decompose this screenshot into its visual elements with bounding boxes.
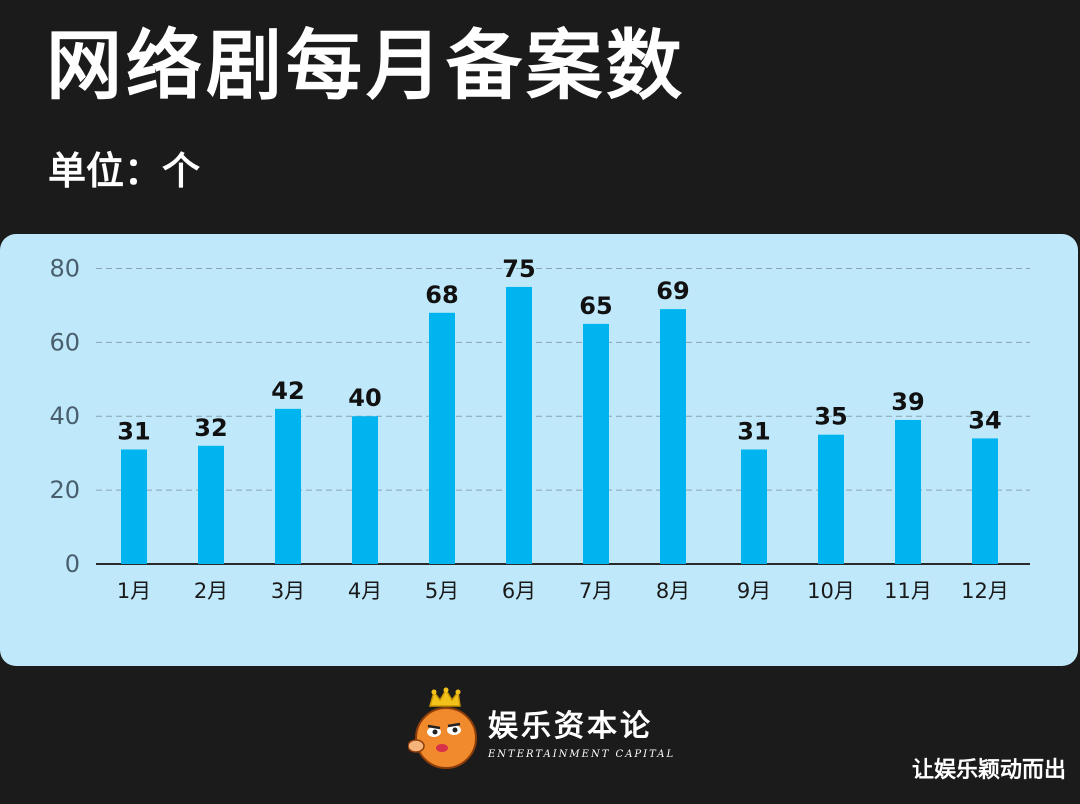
crowned-mascot-logo-icon [408, 687, 477, 769]
chart-panel: 0 20 40 60 80 31 1月 32 2月 42 3月 40 4月 68 5月 75 6月 65 7月 69 8… [0, 234, 1078, 666]
x-tick-label: 10月 [807, 579, 855, 603]
x-tick-label: 4月 [348, 579, 382, 603]
data-label: 69 [656, 277, 689, 305]
data-label: 34 [968, 406, 1001, 434]
bar [198, 445, 224, 564]
data-label: 75 [502, 255, 535, 283]
y-tick-label: 80 [49, 254, 80, 282]
brand-logo-block: 娱乐资本论 ENTERTAINMENT CAPITAL [408, 686, 678, 776]
data-label: 68 [425, 281, 458, 309]
y-tick-label: 60 [49, 328, 80, 356]
bar [895, 419, 921, 564]
source-caption: 让娱乐颖动而出 [911, 758, 1066, 783]
brand-english-name: ENTERTAINMENT CAPITAL [488, 749, 676, 760]
bar [121, 449, 147, 564]
data-label: 31 [737, 417, 770, 445]
bar [506, 286, 532, 564]
x-tick-label: 7月 [579, 579, 613, 603]
x-tick-label: 2月 [194, 579, 228, 603]
unit-label: 单位：个 [48, 149, 201, 193]
x-tick-label: 9月 [737, 579, 771, 603]
bar [352, 416, 378, 564]
data-label: 39 [891, 388, 924, 416]
brand-name: 娱乐资本论 [488, 709, 653, 744]
bar [275, 408, 301, 564]
y-tick-label: 40 [49, 402, 80, 430]
x-tick-label: 3月 [271, 579, 305, 603]
bar-chart: 0 20 40 60 80 31 1月 32 2月 42 3月 40 4月 68 5月 75 6月 65 7月 69 8… [49, 254, 1030, 603]
data-label: 40 [348, 384, 381, 412]
bar [429, 312, 455, 564]
data-label: 42 [271, 377, 304, 405]
x-tick-label: 5月 [425, 579, 459, 603]
y-tick-label: 20 [49, 476, 80, 504]
bar [818, 434, 844, 564]
data-label: 32 [194, 414, 227, 442]
page-title: 网络剧每月备案数 [46, 21, 686, 110]
data-label: 31 [117, 417, 150, 445]
bar [972, 438, 998, 564]
x-tick-label: 8月 [656, 579, 690, 603]
y-tick-label: 0 [65, 550, 80, 578]
x-tick-label: 6月 [502, 579, 536, 603]
x-tick-label: 12月 [961, 579, 1009, 603]
data-label: 65 [579, 292, 612, 320]
x-tick-label: 11月 [884, 579, 932, 603]
bar [741, 449, 767, 564]
bar [660, 309, 686, 564]
x-tick-label: 1月 [117, 579, 151, 603]
bar [583, 323, 609, 564]
data-label: 35 [814, 403, 847, 431]
